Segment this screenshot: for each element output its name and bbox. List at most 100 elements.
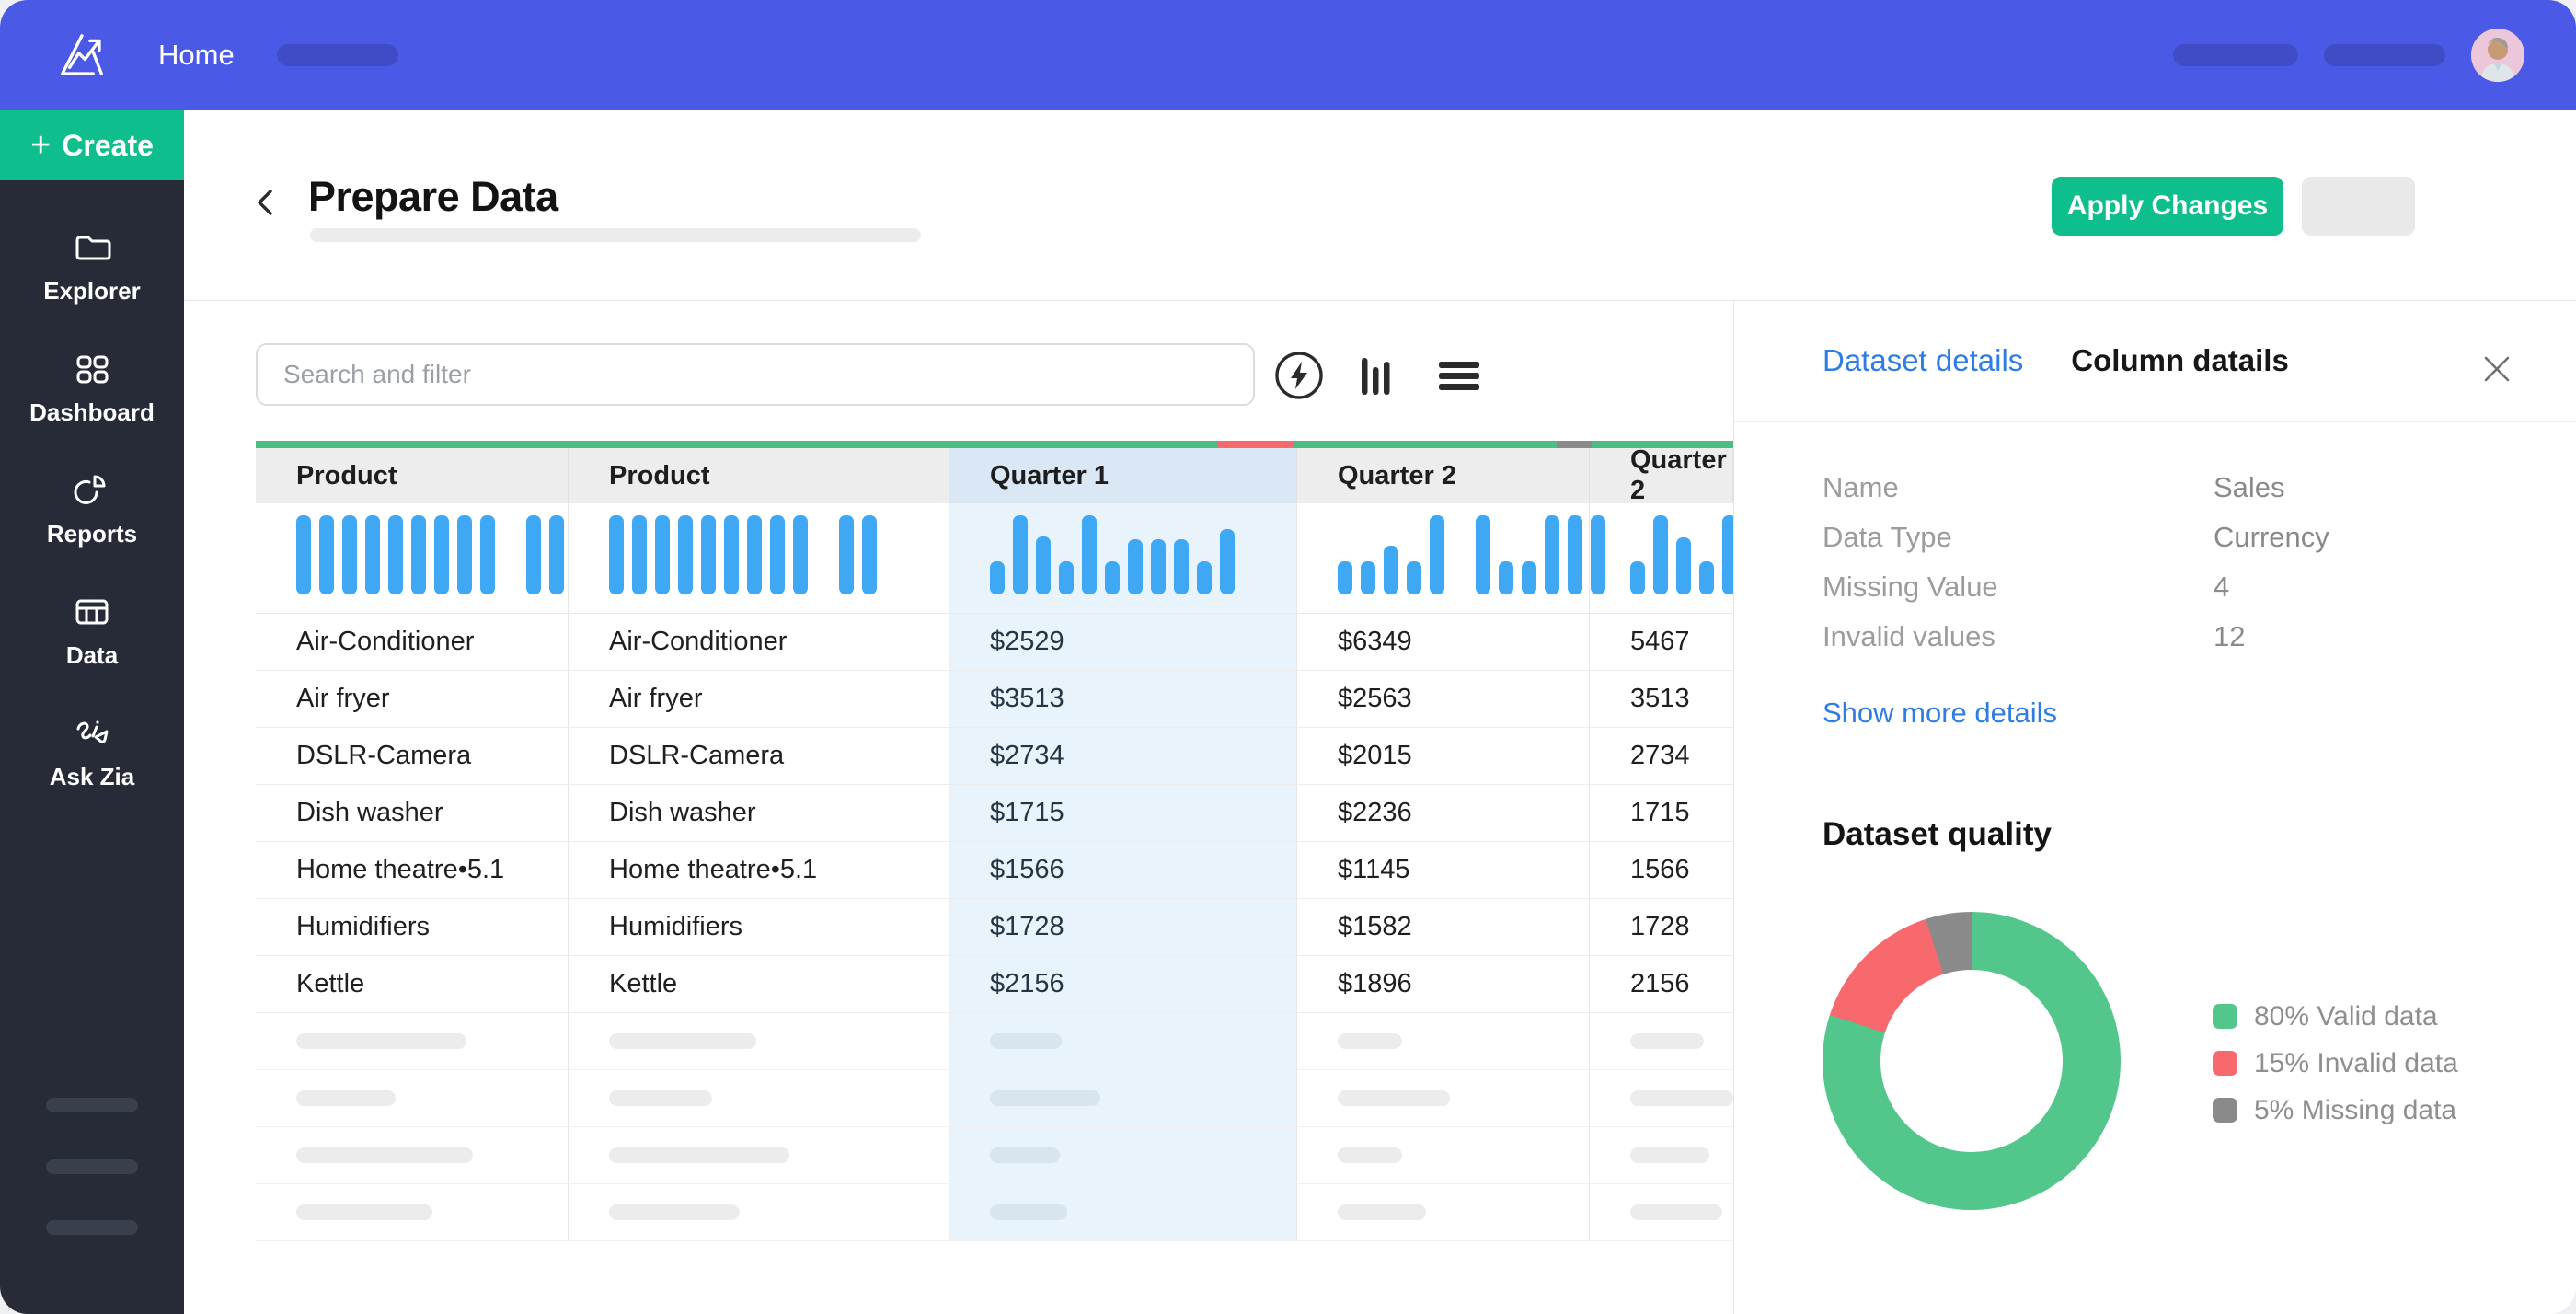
table-cell[interactable]: 1728 xyxy=(1590,899,1733,956)
table-cell[interactable]: Dish washer xyxy=(256,785,569,842)
close-icon xyxy=(2484,356,2510,382)
apply-changes-button[interactable]: Apply Changes xyxy=(2052,177,2283,236)
table-cell[interactable]: 5467 xyxy=(1590,614,1733,671)
skeleton-row xyxy=(256,1070,1733,1127)
skeleton-row xyxy=(256,1184,1733,1241)
secondary-action-button[interactable] xyxy=(2302,177,2415,236)
divider xyxy=(1734,421,2576,422)
search-input[interactable] xyxy=(256,343,1255,406)
column-histogram[interactable] xyxy=(569,503,949,614)
plus-icon: + xyxy=(30,126,52,165)
sidebar-item-reports[interactable]: Reports xyxy=(0,469,184,548)
table-cell-selected[interactable]: $3513 xyxy=(949,671,1297,728)
show-more-details-link[interactable]: Show more details xyxy=(1823,697,2058,729)
table-cell[interactable]: Air fryer xyxy=(256,671,569,728)
panel-tabs: Dataset details Column datails xyxy=(1823,343,2289,378)
table-cell[interactable]: Air fryer xyxy=(569,671,949,728)
table-cell[interactable]: $6349 xyxy=(1297,614,1590,671)
detail-row: Missing Value 4 xyxy=(1823,571,2230,603)
table-cell[interactable]: DSLR-Camera xyxy=(256,728,569,785)
table-cell[interactable]: 2734 xyxy=(1590,728,1733,785)
column-histogram-selected[interactable] xyxy=(949,503,1297,614)
hamburger-icon xyxy=(1439,362,1479,390)
tab-dataset-details[interactable]: Dataset details xyxy=(1823,343,2024,377)
quality-strip-missing xyxy=(1557,441,1592,448)
user-avatar[interactable] xyxy=(2471,29,2524,82)
table-row: Air-Conditioner Air-Conditioner $2529 $6… xyxy=(256,614,1733,671)
table-cell[interactable]: Kettle xyxy=(256,956,569,1013)
column-profile-button[interactable] xyxy=(1351,349,1404,402)
table-cell[interactable]: Air-Conditioner xyxy=(256,614,569,671)
sidebar-nav: Explorer Dashboard Reports xyxy=(0,180,184,834)
sliders-icon xyxy=(1362,358,1390,395)
table-cell[interactable]: $2015 xyxy=(1297,728,1590,785)
table-row: Kettle Kettle $2156 $1896 2156 xyxy=(256,956,1733,1013)
table-cell[interactable]: Dish washer xyxy=(569,785,949,842)
sidebar-item-explorer[interactable]: Explorer xyxy=(0,226,184,305)
create-button[interactable]: + Create xyxy=(0,110,184,180)
tab-column-details[interactable]: Column datails xyxy=(2071,343,2289,377)
column-header[interactable]: Quarter 2 xyxy=(1590,445,1733,505)
dashboard-icon xyxy=(76,355,109,384)
column-header[interactable]: Quarter 2 xyxy=(1297,448,1590,503)
table-cell[interactable]: $2563 xyxy=(1297,671,1590,728)
legend-item: 15% Invalid data xyxy=(2213,1040,2458,1087)
table-row: Dish washer Dish washer $1715 $2236 1715 xyxy=(256,785,1733,842)
detail-row: Data Type Currency xyxy=(1823,521,2329,553)
table-icon xyxy=(75,599,109,625)
nav-placeholder xyxy=(276,44,398,66)
table-cell[interactable]: Humidifiers xyxy=(569,899,949,956)
table-cell[interactable]: 1715 xyxy=(1590,785,1733,842)
subtitle-placeholder xyxy=(310,228,921,242)
table-cell-selected[interactable]: $2156 xyxy=(949,956,1297,1013)
column-histogram[interactable] xyxy=(1297,503,1605,614)
table-cell[interactable]: Home theatre•5.1 xyxy=(256,842,569,899)
sidebar-item-data[interactable]: Data xyxy=(0,591,184,670)
back-button[interactable] xyxy=(245,180,289,225)
sidebar-item-ask-zia[interactable]: Ask Zia xyxy=(0,712,184,791)
data-grid: Product Product Quarter 1 Quarter 2 Quar… xyxy=(256,441,1733,1241)
nav-placeholder xyxy=(2324,44,2445,66)
analytics-logo-icon[interactable] xyxy=(55,29,109,82)
table-cell[interactable]: Air-Conditioner xyxy=(569,614,949,671)
column-header-selected[interactable]: Quarter 1 xyxy=(949,448,1297,503)
table-cell[interactable]: 2156 xyxy=(1590,956,1733,1013)
column-histogram[interactable] xyxy=(1590,503,1733,614)
table-cell-selected[interactable]: $2529 xyxy=(949,614,1297,671)
table-cell[interactable]: $1582 xyxy=(1297,899,1590,956)
table-cell[interactable]: $2236 xyxy=(1297,785,1590,842)
legend-item: 80% Valid data xyxy=(2213,993,2458,1040)
quality-strip-invalid xyxy=(1218,441,1294,448)
table-row: Home theatre•5.1 Home theatre•5.1 $1566 … xyxy=(256,842,1733,899)
sidebar-placeholder xyxy=(46,1098,138,1112)
folder-icon xyxy=(75,236,111,260)
table-cell[interactable]: Kettle xyxy=(569,956,949,1013)
table-cell-selected[interactable]: $2734 xyxy=(949,728,1297,785)
menu-button[interactable] xyxy=(1432,349,1485,402)
page-header: Prepare Data Apply Changes xyxy=(184,110,2576,300)
close-panel-button[interactable] xyxy=(2477,349,2517,389)
skeleton-row xyxy=(256,1013,1733,1070)
nav-home-link[interactable]: Home xyxy=(158,39,235,71)
table-cell-selected[interactable]: $1715 xyxy=(949,785,1297,842)
table-cell-selected[interactable]: $1566 xyxy=(949,842,1297,899)
sidebar-item-dashboard[interactable]: Dashboard xyxy=(0,348,184,427)
table-cell[interactable]: 1566 xyxy=(1590,842,1733,899)
table-cell-selected[interactable]: $1728 xyxy=(949,899,1297,956)
table-cell[interactable]: DSLR-Camera xyxy=(569,728,949,785)
table-header-row: Product Product Quarter 1 Quarter 2 Quar… xyxy=(256,445,1733,505)
column-header[interactable]: Product xyxy=(569,448,949,503)
table-cell[interactable]: 3513 xyxy=(1590,671,1733,728)
table-cell[interactable]: Humidifiers xyxy=(256,899,569,956)
table-cell[interactable]: $1896 xyxy=(1297,956,1590,1013)
page-title: Prepare Data xyxy=(308,173,558,220)
legend-swatch xyxy=(2213,1098,2237,1123)
column-details-list: Name Sales Data Type Currency Missing Va… xyxy=(1823,463,2521,662)
table-cell[interactable]: $1145 xyxy=(1297,842,1590,899)
quick-actions-button[interactable] xyxy=(1272,349,1326,402)
column-histogram[interactable] xyxy=(256,503,569,614)
table-cell[interactable]: Home theatre•5.1 xyxy=(569,842,949,899)
column-header[interactable]: Product xyxy=(256,448,569,503)
quality-legend: 80% Valid data 15% Invalid data 5% Missi… xyxy=(2213,993,2458,1134)
